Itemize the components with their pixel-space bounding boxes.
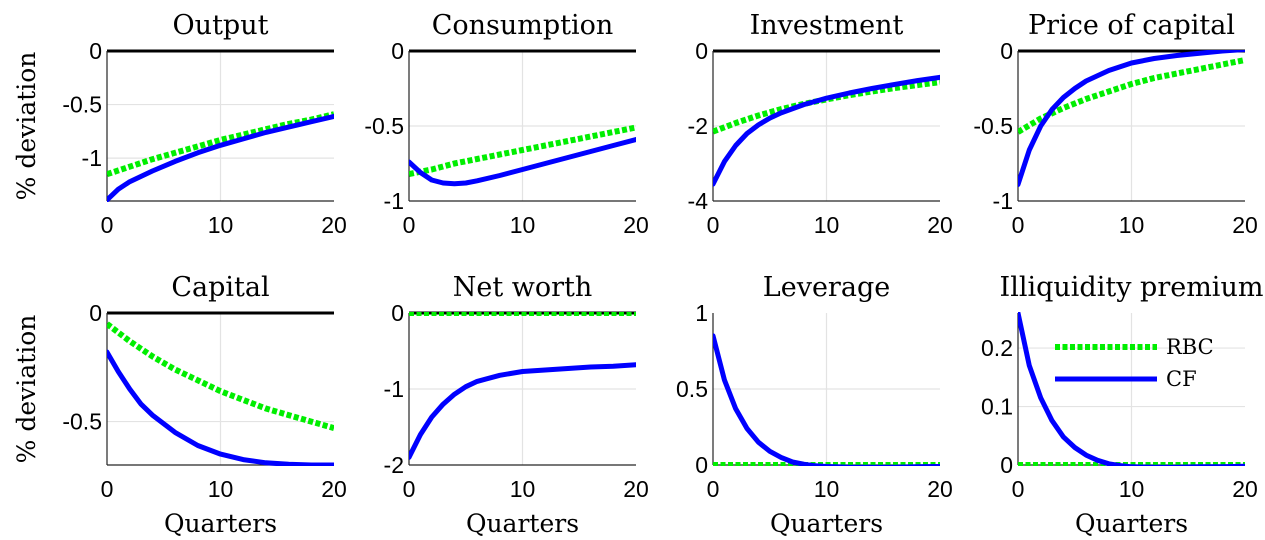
chart-7-y-tick-label: 1 [695,300,708,326]
chart-6-x-tick-label: 10 [510,476,536,502]
chart-8-y-tick-label: 0.1 [981,394,1013,420]
legend-cf-label: CF [1166,367,1197,391]
chart-8-x-tick-label: 0 [1012,476,1025,502]
chart-1-y-axis-label: % deviation [12,52,41,201]
chart-5-series-rbc-line [107,321,334,431]
chart-4-series-cf-line [1018,50,1245,187]
chart-1-y-tick-label: -0.5 [62,92,102,118]
chart-1-y-tick-label: -1 [82,145,102,171]
chart-5-y-tick-label: 0 [89,300,102,326]
chart-4-title: Price of capital [1028,10,1235,41]
chart-1-y-tick-label: 0 [89,38,102,64]
chart-5-x-tick-label: 20 [321,476,347,502]
chart-7-y-tick-label: 0 [695,452,708,478]
chart-2-y-tick-label: -1 [384,188,404,214]
chart-3-x-tick-label: 0 [707,212,720,238]
chart-5-x-tick-label: 10 [208,476,234,502]
chart-2-series-cf-line [409,137,636,187]
chart-5: 0 10 20 0 -0.5 Capital % deviation Quarters [12,272,347,538]
chart-3-x-tick-label: 10 [814,212,840,238]
chart-6-y-tick-label: -2 [384,452,404,478]
chart-3-y-tick-label: 0 [695,38,708,64]
chart-7: 0 10 20 1 0.5 0 Leverage Quarters [676,272,953,538]
chart-7-x-tick-label: 10 [814,476,840,502]
chart-3-x-tick-label: 20 [927,212,953,238]
chart-7-x-tick-label: 20 [927,476,953,502]
chart-5-title: Capital [171,272,269,303]
chart-8: 0 10 20 0.2 0.1 0 Illiquidity premium Quarters R… [981,272,1263,538]
chart-4-y-tick-label: -1 [993,188,1013,214]
chart-5-y-axis-label: % deviation [12,315,41,464]
chart-6-x-tick-label: 20 [623,476,649,502]
chart-3-title: Investment [750,10,904,41]
chart-8-series-cf-line [1018,312,1245,466]
chart-2: 0 10 20 0 -0.5 -1 Consumption [364,10,648,238]
chart-5-y-tick-label: -0.5 [62,409,102,435]
chart-1-title: Output [173,10,269,41]
chart-3-series-rbc-line [713,79,940,135]
chart-1: 0 10 20 0 -0.5 -1 Output % deviation [12,10,347,238]
chart-8-x-axis-label: Quarters [1075,509,1188,538]
chart-2-y-tick-label: -0.5 [364,113,404,139]
chart-8-y-tick-label: 0 [1000,452,1013,478]
chart-8-x-tick-label: 20 [1232,476,1258,502]
legend-rbc-label: RBC [1166,335,1214,359]
chart-2-series-rbc-line [409,124,636,177]
chart-1-x-tick-label: 20 [321,212,347,238]
chart-6-y-tick-label: -1 [384,376,404,402]
chart-7-x-axis-label: Quarters [770,509,883,538]
chart-2-title: Consumption [432,10,614,41]
chart-4-y-tick-label: 0 [1000,38,1013,64]
chart-7-title: Leverage [763,272,890,303]
chart-6-y-tick-label: 0 [391,300,404,326]
chart-3-y-tick-label: -2 [688,113,708,139]
chart-3: 0 10 20 0 -2 -4 Investment [688,10,953,238]
chart-7-series-cf-line [713,333,940,466]
chart-2-x-tick-label: 0 [403,212,416,238]
chart-2-y-tick-label: 0 [391,38,404,64]
chart-5-x-tick-label: 0 [101,476,114,502]
chart-1-series-cf-line [107,113,334,202]
chart-6-series-cf-line [409,362,636,460]
chart-8-y-tick-label: 0.2 [981,335,1013,361]
chart-2-x-tick-label: 10 [510,212,536,238]
chart-4-x-tick-label: 0 [1012,212,1025,238]
chart-6: 0 10 20 0 -1 -2 Net worth Quarters [384,272,649,538]
chart-3-series-cf-line [713,74,940,187]
chart-1-series-rbc-line [107,111,334,178]
chart-6-x-tick-label: 0 [403,476,416,502]
chart-7-y-tick-label: 0.5 [676,376,708,402]
chart-5-x-axis-label: Quarters [164,509,277,538]
chart-6-x-axis-label: Quarters [466,509,579,538]
chart-4: 0 10 20 0 -0.5 -1 Price of capital [973,10,1257,238]
chart-3-y-tick-label: -4 [688,188,709,214]
chart-4-x-tick-label: 20 [1232,212,1258,238]
chart-1-x-tick-label: 10 [208,212,234,238]
chart-4-series-rbc-line [1018,57,1245,135]
chart-8-legend: RBC CF [1055,335,1214,391]
chart-2-x-tick-label: 20 [623,212,649,238]
chart-8-x-tick-label: 10 [1119,476,1145,502]
chart-4-y-tick-label: -0.5 [973,113,1013,139]
chart-6-title: Net worth [453,272,593,303]
chart-5-series-cf-line [107,349,334,466]
chart-4-x-tick-label: 10 [1119,212,1145,238]
chart-1-x-tick-label: 0 [101,212,114,238]
chart-7-x-tick-label: 0 [707,476,720,502]
chart-8-title: Illiquidity premium [1000,272,1264,303]
